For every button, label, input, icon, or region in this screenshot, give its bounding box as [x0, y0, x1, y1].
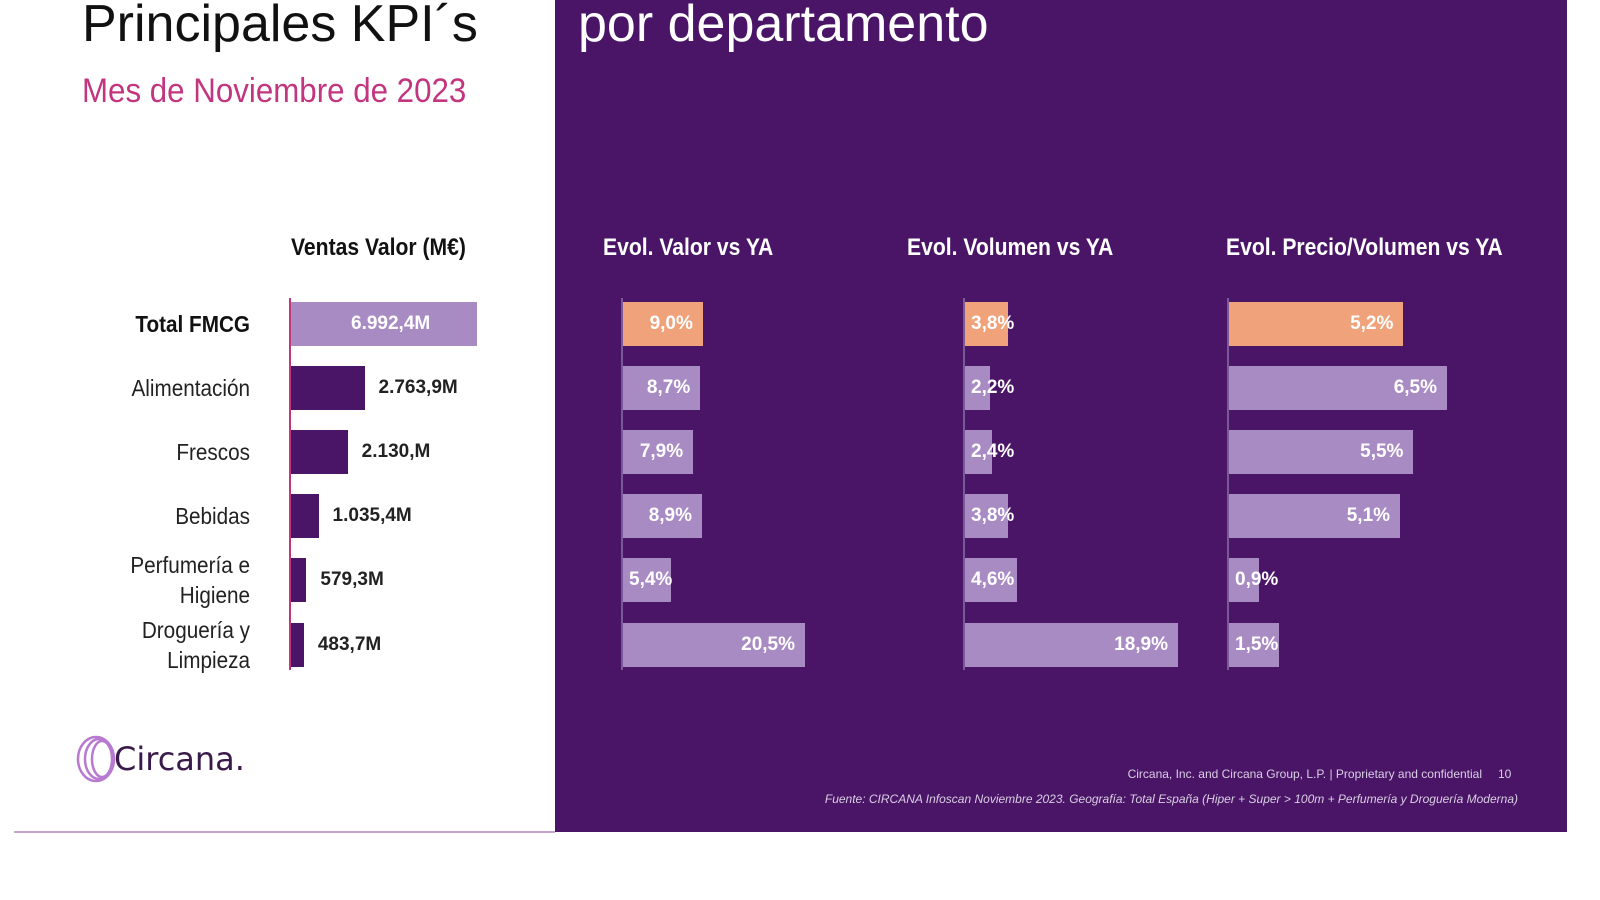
data-label: 8,7%: [646, 377, 691, 398]
data-label: 5,4%: [629, 569, 673, 590]
copyright: Circana, Inc. and Circana Group, L.P. | …: [1127, 767, 1482, 781]
bar: [965, 430, 993, 474]
bar: [965, 623, 1178, 667]
bar: [965, 494, 1008, 538]
chart-axis-line: [289, 298, 291, 670]
data-label: 579,3M: [320, 569, 384, 590]
page-number: 10: [1498, 767, 1512, 781]
bar: [1229, 623, 1280, 667]
category-label: Perfumería e Higiene: [130, 552, 250, 608]
data-label: 2.763,9M: [378, 377, 458, 398]
bar: [291, 623, 304, 667]
bar: [1229, 494, 1401, 538]
bar: [623, 494, 702, 538]
data-label: 4,6%: [971, 569, 1015, 590]
chart-title-ventas: Ventas Valor (M€): [291, 234, 466, 261]
data-label: 6,5%: [1393, 377, 1437, 398]
page-subtitle: Mes de Noviembre de 2023: [82, 72, 467, 110]
bar: [1229, 302, 1404, 346]
bar: [291, 302, 477, 346]
data-label: 8,9%: [648, 505, 692, 526]
data-label: 3,8%: [971, 313, 1015, 334]
page-title-continued: por departamento: [578, 0, 989, 53]
chart-axis-line: [621, 298, 623, 670]
bar: [1229, 430, 1414, 474]
category-label: Alimentación: [131, 375, 250, 401]
data-label: 9,0%: [649, 313, 693, 334]
bar: [291, 558, 307, 602]
data-label: 6.992,4M: [351, 313, 431, 334]
purple-panel: [555, 0, 1567, 832]
data-label: 2,2%: [971, 377, 1015, 398]
divider: [14, 831, 555, 833]
data-label: 483,7M: [317, 634, 382, 655]
bar: [1229, 366, 1447, 410]
data-label: 5,1%: [1346, 505, 1391, 526]
data-label: 5,5%: [1360, 441, 1404, 462]
data-label: 7,9%: [639, 441, 684, 462]
category-label: Frescos: [176, 439, 250, 465]
bar: [623, 623, 805, 667]
bar: [965, 302, 1008, 346]
category-label: Droguería y Limpieza: [141, 617, 250, 673]
data-label: 1.035,4M: [332, 505, 412, 526]
data-label: 5,2%: [1350, 313, 1394, 334]
logo-text: Circana.: [114, 740, 245, 778]
data-label: 0,9%: [1235, 569, 1279, 590]
data-label: 2,4%: [971, 441, 1015, 462]
chart-title-volumen: Evol. Volumen vs YA: [907, 234, 1114, 261]
chart-title-valor: Evol. Valor vs YA: [603, 234, 774, 261]
bar: [623, 430, 694, 474]
bar: [291, 494, 319, 538]
bar: [291, 430, 348, 474]
page-title: Principales KPI´s: [82, 0, 478, 53]
bar: [623, 366, 701, 410]
bar: [623, 302, 703, 346]
category-label: Total FMCG: [135, 311, 250, 337]
chart-axis-line: [1227, 298, 1229, 670]
bar: [291, 366, 365, 410]
bar: [1229, 558, 1260, 602]
chart-axis-line: [963, 298, 965, 670]
circana-logo: Circana.: [74, 734, 245, 784]
data-label: 2.130,M: [361, 441, 431, 462]
bar: [623, 558, 671, 602]
circana-logo-icon: [76, 735, 116, 783]
data-label: 3,8%: [971, 505, 1015, 526]
category-label: Bebidas: [175, 503, 250, 529]
source-note: Fuente: CIRCANA Infoscan Noviembre 2023.…: [824, 792, 1518, 806]
chart-title-precio: Evol. Precio/Volumen vs YA: [1226, 234, 1503, 261]
bar: [965, 366, 990, 410]
data-label: 18,9%: [1114, 634, 1168, 655]
bar: [965, 558, 1017, 602]
data-label: 20,5%: [741, 634, 795, 655]
data-label: 1,5%: [1235, 634, 1279, 655]
